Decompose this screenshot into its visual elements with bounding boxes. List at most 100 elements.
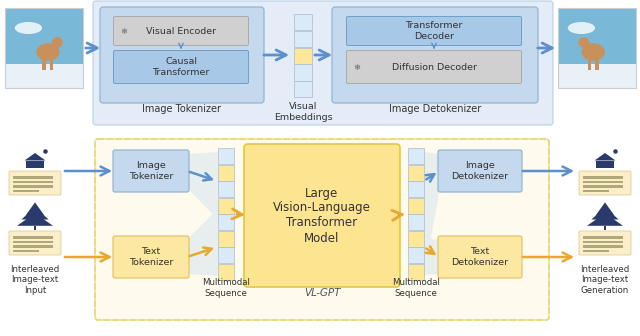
Bar [13,190,40,192]
Bar [408,214,424,230]
Text: Transformer
Decoder: Transformer Decoder [405,21,463,41]
Bar [13,245,52,248]
Text: Image Tokenizer: Image Tokenizer [143,104,221,114]
Bar [218,214,234,230]
Bar [13,185,52,187]
Bar [408,263,424,280]
FancyBboxPatch shape [346,50,522,84]
Bar [33,226,36,230]
Bar [558,8,636,88]
FancyBboxPatch shape [244,144,400,287]
Ellipse shape [36,43,60,61]
FancyBboxPatch shape [95,139,549,320]
Polygon shape [591,207,618,219]
Text: Text
Detokenizer: Text Detokenizer [451,247,509,267]
Text: Interleaved
Image-text
Input: Interleaved Image-text Input [10,265,60,295]
Text: Causal
Transformer: Causal Transformer [152,57,210,77]
FancyBboxPatch shape [9,231,61,255]
Bar [558,64,636,88]
Bar [5,8,83,64]
Bar [42,59,45,71]
Bar [583,190,609,192]
Polygon shape [596,202,614,215]
Bar [294,65,312,81]
Bar [13,250,40,252]
Bar [218,165,234,180]
Text: Diffusion Decoder: Diffusion Decoder [392,62,477,72]
Text: Interleaved
Image-text
Generation: Interleaved Image-text Generation [580,265,630,295]
Bar [583,241,623,243]
Polygon shape [595,153,616,161]
Bar [408,247,424,263]
FancyBboxPatch shape [113,150,189,192]
FancyBboxPatch shape [113,16,248,45]
Bar [583,250,609,252]
Text: Visual
Embeddings: Visual Embeddings [274,102,332,122]
Text: Text
Tokenizer: Text Tokenizer [129,247,173,267]
Bar [408,148,424,164]
Bar [408,181,424,197]
Bar [13,241,52,243]
Ellipse shape [581,43,605,61]
FancyBboxPatch shape [332,7,538,103]
Bar [13,236,52,239]
Bar [583,245,623,248]
Polygon shape [24,153,45,161]
Bar [294,81,312,97]
Text: Image
Tokenizer: Image Tokenizer [129,161,173,181]
Bar [13,180,52,183]
Bar [13,176,52,178]
Text: VL-GPT: VL-GPT [304,288,340,298]
Bar [583,180,623,183]
Bar [408,230,424,247]
Bar [604,226,607,230]
Bar [218,247,234,263]
Text: Multimodal
Sequence: Multimodal Sequence [202,278,250,298]
Text: Multimodal
Sequence: Multimodal Sequence [392,278,440,298]
Bar [218,230,234,247]
Text: ❄: ❄ [353,62,360,72]
Bar [558,8,636,64]
Circle shape [613,149,618,154]
Bar [583,176,623,178]
Bar [294,14,312,30]
FancyBboxPatch shape [579,171,631,195]
FancyBboxPatch shape [438,150,522,192]
Polygon shape [26,161,44,168]
Bar [5,64,83,88]
FancyBboxPatch shape [579,231,631,255]
Text: ❄: ❄ [120,27,127,36]
Text: Large
Vision-Language
Transformer
Model: Large Vision-Language Transformer Model [273,186,371,245]
FancyBboxPatch shape [100,7,264,103]
Polygon shape [26,202,44,215]
Text: Image
Detokenizer: Image Detokenizer [451,161,509,181]
Bar [218,148,234,164]
Polygon shape [17,213,53,226]
Ellipse shape [52,37,63,48]
Polygon shape [596,161,614,168]
FancyBboxPatch shape [93,1,553,125]
Ellipse shape [568,22,595,34]
FancyBboxPatch shape [113,236,189,278]
Bar [583,185,623,187]
FancyBboxPatch shape [438,236,522,278]
Ellipse shape [579,37,589,48]
Polygon shape [187,152,234,276]
Circle shape [44,149,48,154]
Polygon shape [408,152,440,276]
Bar [588,59,591,71]
Bar [595,59,598,71]
FancyBboxPatch shape [346,16,522,45]
Bar [408,198,424,213]
FancyBboxPatch shape [113,50,248,84]
Bar [408,165,424,180]
Bar [294,48,312,64]
Bar [5,8,83,88]
Polygon shape [587,213,623,226]
Polygon shape [22,207,49,219]
Bar [218,181,234,197]
Bar [583,236,623,239]
Bar [218,198,234,213]
Bar [294,31,312,47]
Text: Visual Encoder: Visual Encoder [146,27,216,36]
